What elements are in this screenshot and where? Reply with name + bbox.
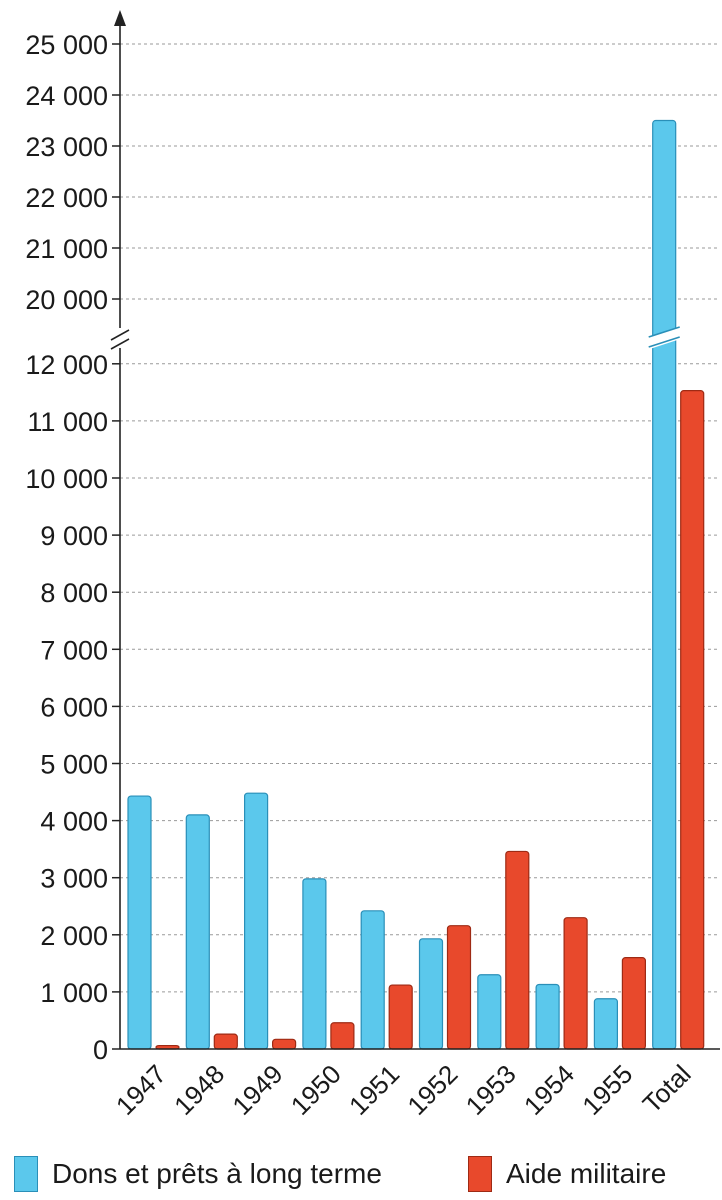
y-axis-arrow: [114, 10, 126, 26]
bar-aide: [388, 984, 413, 1050]
y-tick-label: 22 000: [25, 183, 108, 213]
x-tick-label: 1955: [576, 1059, 638, 1121]
x-tick-label: 1949: [226, 1059, 288, 1121]
bar-aide: [446, 925, 472, 1050]
x-tick-label: 1954: [518, 1059, 580, 1121]
y-tick-label: 9 000: [40, 521, 108, 551]
y-tick-label: 25 000: [25, 30, 108, 60]
legend-item-aide: Aide militaire: [468, 1156, 666, 1192]
bars: [127, 119, 705, 1050]
y-axis-break-mark: [110, 338, 130, 350]
bar-aide: [505, 850, 530, 1050]
bar-aide: [213, 1033, 238, 1050]
bar-aide: [330, 1022, 355, 1050]
y-tick-label: 6 000: [40, 692, 108, 722]
bar-aide: [680, 390, 705, 1050]
y-tick-label: 23 000: [25, 132, 108, 162]
x-tick-label: 1947: [110, 1059, 172, 1121]
bar-aide: [563, 917, 588, 1050]
axes: [110, 10, 720, 1050]
y-tick-label: 11 000: [27, 407, 108, 437]
bar-dons: [593, 998, 619, 1050]
y-tick-label: 10 000: [25, 464, 108, 494]
y-tick-label: 4 000: [40, 807, 108, 837]
bar-dons: [535, 983, 560, 1050]
y-axis-break-mark: [110, 329, 130, 341]
bar-dons: [127, 795, 152, 1050]
axis-break-mark: [648, 326, 680, 338]
x-axis-labels: 194719481949195019511952195319541955Tota…: [110, 1059, 697, 1121]
legend-label-aide: Aide militaire: [506, 1158, 667, 1189]
legend-swatch-aide: [468, 1156, 492, 1192]
y-tick-label: 5 000: [40, 750, 108, 780]
axis-break-mark: [648, 336, 680, 348]
bar-aide: [272, 1038, 297, 1050]
y-tick-label: 0: [93, 1035, 108, 1065]
y-tick-label: 21 000: [25, 234, 108, 264]
x-tick-label: 1952: [401, 1059, 463, 1121]
legend-swatch-dons: [14, 1156, 38, 1192]
y-tick-label: 1 000: [40, 978, 108, 1008]
x-tick-label: Total: [637, 1059, 697, 1119]
x-tick-label: 1953: [460, 1059, 522, 1121]
bar-aide: [621, 957, 647, 1050]
legend: Dons et prêts à long terme Aide militair…: [0, 1156, 722, 1200]
x-tick-label: 1950: [285, 1059, 347, 1121]
y-tick-label: 3 000: [40, 864, 108, 894]
bar-dons: [185, 814, 210, 1050]
legend-label-dons: Dons et prêts à long terme: [52, 1158, 382, 1189]
legend-item-dons: Dons et prêts à long terme: [14, 1156, 382, 1192]
axis-break-gap: [647, 327, 681, 349]
bar-dons: [302, 878, 327, 1050]
bar-dons: [652, 119, 677, 1050]
y-tick-label: 7 000: [40, 635, 108, 665]
bar-dons: [418, 938, 444, 1050]
gridlines: [120, 43, 720, 993]
x-tick-label: 1948: [168, 1059, 230, 1121]
bar-dons: [477, 974, 502, 1050]
bar-dons: [244, 792, 269, 1050]
bar-dons: [360, 910, 385, 1050]
x-tick-label: 1951: [343, 1059, 405, 1121]
y-tick-label: 2 000: [40, 921, 108, 951]
y-tick-label: 24 000: [25, 81, 108, 111]
y-tick-label: 12 000: [25, 350, 108, 380]
y-tick-label: 8 000: [40, 578, 108, 608]
y-axis-ticks: 0 1 000 2 000 3 000 4 000 5 000 6 000 7 000 8 00…: [25, 30, 120, 1065]
y-tick-label: 20 000: [25, 285, 108, 315]
